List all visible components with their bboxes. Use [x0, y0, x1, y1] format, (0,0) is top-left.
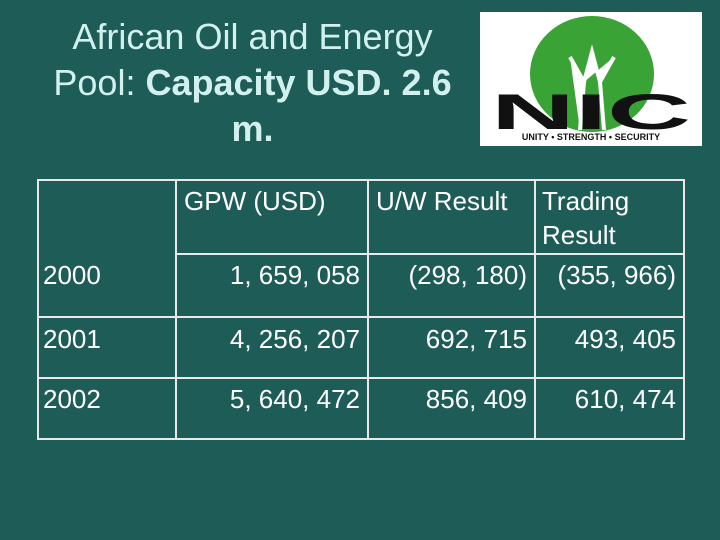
title-bold: Capacity USD. 2.6 m.	[145, 62, 452, 149]
table-cell: 2001	[43, 324, 101, 354]
table-cell: 5, 640, 472	[229, 384, 360, 414]
rule	[37, 316, 685, 318]
table-cell: 856, 409	[425, 384, 527, 414]
table-cell: 610, 474	[574, 384, 676, 414]
table-cell: 2002	[43, 384, 101, 414]
rule	[37, 179, 39, 440]
table-cell: (355, 966)	[557, 260, 676, 290]
logo-letters: NIC	[491, 84, 691, 140]
table-cell: 2000	[43, 260, 101, 290]
table-cell: 692, 715	[425, 324, 527, 354]
table-cell: U/W Result	[376, 186, 508, 216]
logo: NIC UNITY • STRENGTH • SECURITY	[480, 12, 702, 146]
table-cell: GPW (USD)	[184, 186, 326, 216]
rule	[37, 179, 685, 181]
table-cell: 1, 659, 058	[229, 260, 360, 290]
table-cell: 493, 405	[574, 324, 676, 354]
logo-motto: UNITY • STRENGTH • SECURITY	[522, 132, 660, 142]
rule	[367, 179, 369, 440]
rule	[37, 438, 685, 440]
rule	[683, 179, 685, 440]
table-cell: (298, 180)	[408, 260, 527, 290]
rule	[175, 179, 177, 440]
rule	[176, 253, 685, 255]
title: African Oil and Energy Pool: Capacity US…	[30, 14, 475, 152]
rule	[534, 179, 536, 440]
table-cell: 4, 256, 207	[229, 324, 360, 354]
table-cell: Trading Result	[542, 186, 630, 250]
title-plain: African Oil and Energy Pool:	[53, 16, 433, 103]
rule	[37, 377, 685, 379]
